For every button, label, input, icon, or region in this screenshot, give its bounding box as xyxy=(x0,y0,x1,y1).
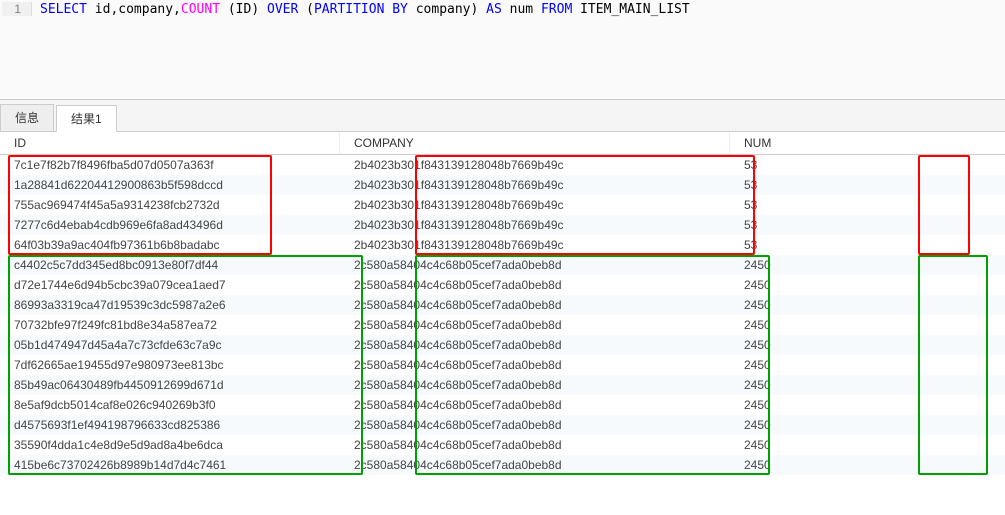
sql-token: FROM xyxy=(541,2,572,17)
col-header-id[interactable]: ID xyxy=(0,132,340,154)
cell-id: 86993a3319ca47d19539c3dc5987a2e6 xyxy=(0,297,340,313)
cell-num: 53 xyxy=(730,197,960,213)
col-header-company[interactable]: COMPANY xyxy=(340,132,730,154)
sql-token: PARTITION BY xyxy=(314,2,408,17)
cell-id: 8e5af9dcb5014caf8e026c940269b3f0 xyxy=(0,397,340,413)
result-tabs: 信息结果1 xyxy=(0,100,1005,132)
table-row[interactable]: 1a28841d62204412900863b5f598dccd2b4023b3… xyxy=(0,175,1005,195)
cell-num: 2450 xyxy=(730,357,960,373)
sql-token: AS xyxy=(486,2,502,17)
cell-num: 2450 xyxy=(730,437,960,453)
cell-id: 7277c6d4ebab4cdb969e6fa8ad43496d xyxy=(0,217,340,233)
cell-num: 2450 xyxy=(730,297,960,313)
sql-token: ( xyxy=(298,2,314,17)
table-row[interactable]: 7c1e7f82b7f8496fba5d07d0507a363f2b4023b3… xyxy=(0,155,1005,175)
cell-num: 2450 xyxy=(730,317,960,333)
cell-company: 2c580a58404c4c68b05cef7ada0beb8d xyxy=(340,437,730,453)
sql-token: SELECT xyxy=(40,2,87,17)
sql-editor[interactable]: 1 SELECT id,company,COUNT (ID) OVER (PAR… xyxy=(0,0,1005,100)
cell-id: d4575693f1ef494198796633cd825386 xyxy=(0,417,340,433)
cell-num: 53 xyxy=(730,177,960,193)
cell-id: 35590f4dda1c4e8d9e5d9ad8a4be6dca xyxy=(0,437,340,453)
cell-company: 2c580a58404c4c68b05cef7ada0beb8d xyxy=(340,357,730,373)
cell-company: 2c580a58404c4c68b05cef7ada0beb8d xyxy=(340,377,730,393)
cell-company: 2b4023b301f843139128048b7669b49c xyxy=(340,197,730,213)
cell-num: 2450 xyxy=(730,417,960,433)
sql-token: id,company, xyxy=(87,2,181,17)
table-row[interactable]: 35590f4dda1c4e8d9e5d9ad8a4be6dca2c580a58… xyxy=(0,435,1005,455)
table-row[interactable]: 70732bfe97f249fc81bd8e34a587ea722c580a58… xyxy=(0,315,1005,335)
cell-num: 2450 xyxy=(730,257,960,273)
table-row[interactable]: c4402c5c7dd345ed8bc0913e80f7df442c580a58… xyxy=(0,255,1005,275)
sql-line: 1 SELECT id,company,COUNT (ID) OVER (PAR… xyxy=(2,2,1003,17)
tab-结果1[interactable]: 结果1 xyxy=(56,105,117,132)
grid-header-row: ID COMPANY NUM xyxy=(0,132,1005,155)
cell-num: 2450 xyxy=(730,397,960,413)
sql-token: num xyxy=(502,2,541,17)
cell-company: 2c580a58404c4c68b05cef7ada0beb8d xyxy=(340,257,730,273)
tab-信息[interactable]: 信息 xyxy=(0,104,54,131)
cell-company: 2b4023b301f843139128048b7669b49c xyxy=(340,177,730,193)
cell-company: 2b4023b301f843139128048b7669b49c xyxy=(340,217,730,233)
results-grid-container: ID COMPANY NUM 7c1e7f82b7f8496fba5d07d05… xyxy=(0,132,1005,475)
cell-num: 2450 xyxy=(730,377,960,393)
cell-num: 2450 xyxy=(730,337,960,353)
cell-company: 2c580a58404c4c68b05cef7ada0beb8d xyxy=(340,397,730,413)
table-row[interactable]: 85b49ac06430489fb4450912699d671d2c580a58… xyxy=(0,375,1005,395)
col-header-num[interactable]: NUM xyxy=(730,132,960,154)
table-row[interactable]: 86993a3319ca47d19539c3dc5987a2e62c580a58… xyxy=(0,295,1005,315)
table-row[interactable]: 05b1d474947d45a4a7c73cfde63c7a9c2c580a58… xyxy=(0,335,1005,355)
cell-id: 64f03b39a9ac404fb97361b6b8badabc xyxy=(0,237,340,253)
cell-company: 2c580a58404c4c68b05cef7ada0beb8d xyxy=(340,417,730,433)
grid-body: 7c1e7f82b7f8496fba5d07d0507a363f2b4023b3… xyxy=(0,155,1005,475)
cell-num: 2450 xyxy=(730,277,960,293)
cell-id: d72e1744e6d94b5cbc39a079cea1aed7 xyxy=(0,277,340,293)
cell-num: 53 xyxy=(730,237,960,253)
cell-company: 2c580a58404c4c68b05cef7ada0beb8d xyxy=(340,277,730,293)
cell-company: 2c580a58404c4c68b05cef7ada0beb8d xyxy=(340,297,730,313)
cell-id: 85b49ac06430489fb4450912699d671d xyxy=(0,377,340,393)
cell-company: 2b4023b301f843139128048b7669b49c xyxy=(340,157,730,173)
sql-token: company) xyxy=(408,2,486,17)
sql-token: (ID) xyxy=(220,2,267,17)
line-number: 1 xyxy=(2,2,32,16)
sql-token: COUNT xyxy=(181,2,220,17)
cell-company: 2c580a58404c4c68b05cef7ada0beb8d xyxy=(340,457,730,473)
cell-id: 05b1d474947d45a4a7c73cfde63c7a9c xyxy=(0,337,340,353)
table-row[interactable]: 64f03b39a9ac404fb97361b6b8badabc2b4023b3… xyxy=(0,235,1005,255)
table-row[interactable]: 7277c6d4ebab4cdb969e6fa8ad43496d2b4023b3… xyxy=(0,215,1005,235)
cell-num: 53 xyxy=(730,217,960,233)
sql-text[interactable]: SELECT id,company,COUNT (ID) OVER (PARTI… xyxy=(32,2,690,17)
cell-company: 2c580a58404c4c68b05cef7ada0beb8d xyxy=(340,317,730,333)
sql-token: OVER xyxy=(267,2,298,17)
cell-id: 70732bfe97f249fc81bd8e34a587ea72 xyxy=(0,317,340,333)
table-row[interactable]: d4575693f1ef494198796633cd8253862c580a58… xyxy=(0,415,1005,435)
sql-token: ITEM_MAIN_LIST xyxy=(572,2,689,17)
cell-id: 755ac969474f45a5a9314238fcb2732d xyxy=(0,197,340,213)
cell-num: 53 xyxy=(730,157,960,173)
table-row[interactable]: 7df62665ae19455d97e980973ee813bc2c580a58… xyxy=(0,355,1005,375)
cell-id: 415be6c73702426b8989b14d7d4c7461 xyxy=(0,457,340,473)
cell-num: 2450 xyxy=(730,457,960,473)
table-row[interactable]: 755ac969474f45a5a9314238fcb2732d2b4023b3… xyxy=(0,195,1005,215)
cell-company: 2c580a58404c4c68b05cef7ada0beb8d xyxy=(340,337,730,353)
cell-id: 7df62665ae19455d97e980973ee813bc xyxy=(0,357,340,373)
cell-company: 2b4023b301f843139128048b7669b49c xyxy=(340,237,730,253)
table-row[interactable]: 8e5af9dcb5014caf8e026c940269b3f02c580a58… xyxy=(0,395,1005,415)
table-row[interactable]: 415be6c73702426b8989b14d7d4c74612c580a58… xyxy=(0,455,1005,475)
results-grid: ID COMPANY NUM 7c1e7f82b7f8496fba5d07d05… xyxy=(0,132,1005,475)
cell-id: 7c1e7f82b7f8496fba5d07d0507a363f xyxy=(0,157,340,173)
cell-id: 1a28841d62204412900863b5f598dccd xyxy=(0,177,340,193)
cell-id: c4402c5c7dd345ed8bc0913e80f7df44 xyxy=(0,257,340,273)
table-row[interactable]: d72e1744e6d94b5cbc39a079cea1aed72c580a58… xyxy=(0,275,1005,295)
